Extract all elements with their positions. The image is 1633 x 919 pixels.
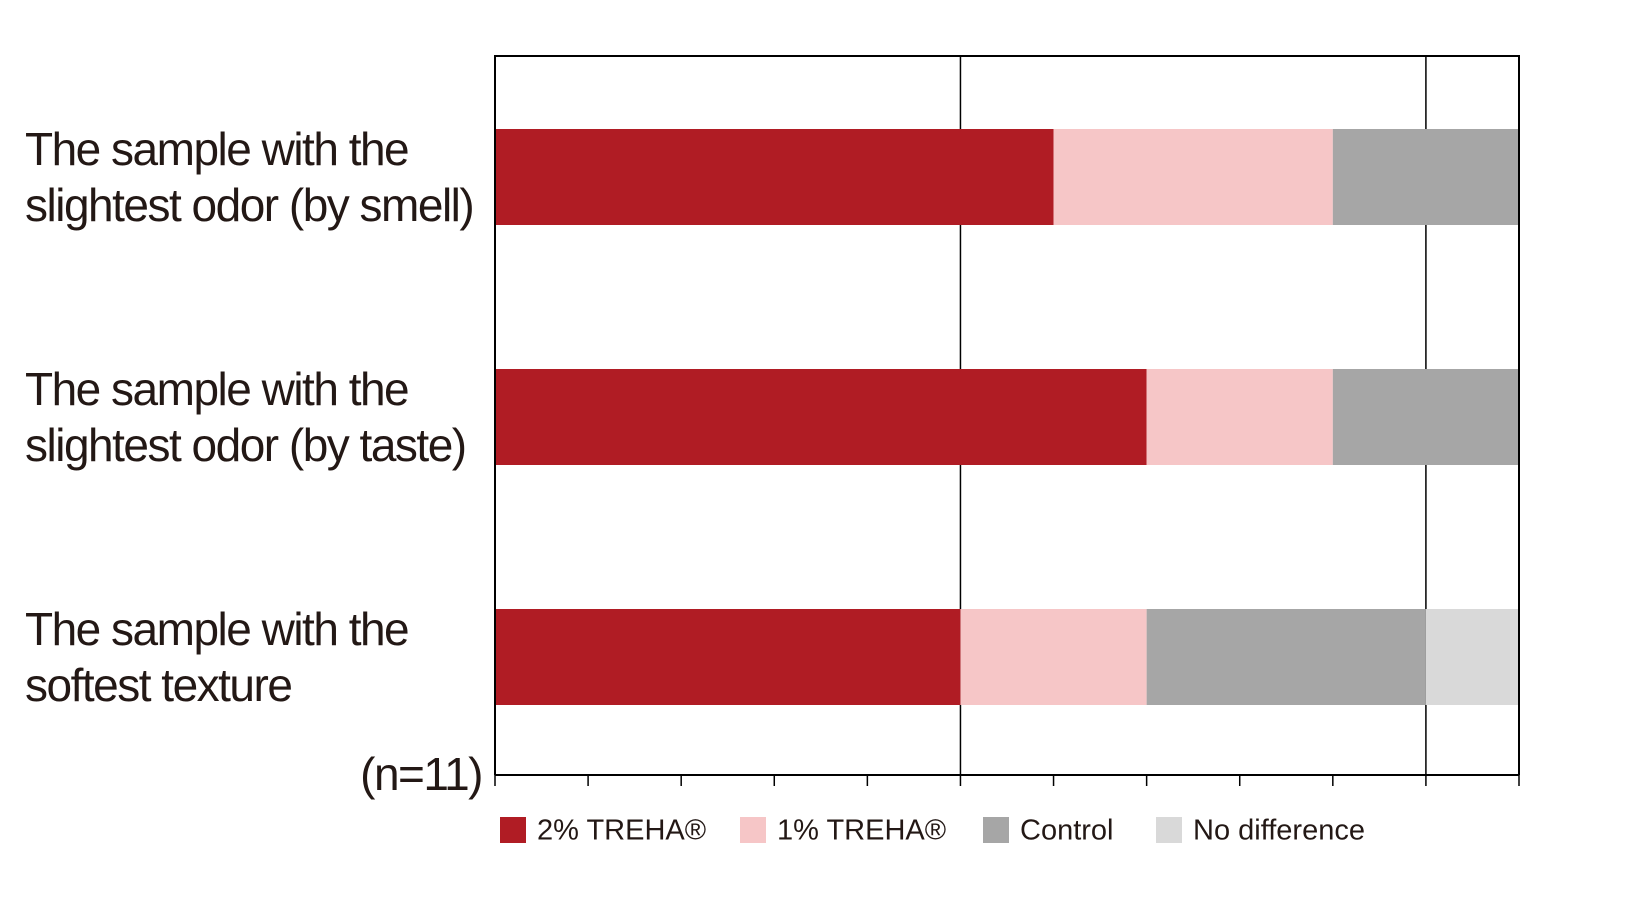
- bar-segment: [1146, 369, 1333, 465]
- legend-swatch: [983, 817, 1009, 843]
- legend-label: 1% TREHA®: [777, 815, 946, 847]
- category-label: The sample with the: [25, 603, 408, 655]
- category-label: slightest odor (by taste): [25, 419, 466, 471]
- legend-label: No difference: [1193, 815, 1365, 847]
- category-label: The sample with the: [25, 123, 408, 175]
- bar-segment: [495, 609, 961, 705]
- legend-label: Control: [1020, 815, 1114, 847]
- bar-segment: [495, 369, 1147, 465]
- legend-label: 2% TREHA®: [537, 815, 706, 847]
- legend-swatch: [1156, 817, 1182, 843]
- legend-swatch: [500, 817, 526, 843]
- bar-segment: [495, 129, 1054, 225]
- category-label: softest texture: [25, 659, 291, 711]
- bar-segment: [1053, 129, 1333, 225]
- bar-segment: [1332, 369, 1519, 465]
- bar-segment: [960, 609, 1147, 705]
- bar-segment: [1146, 609, 1426, 705]
- legend-swatch: [740, 817, 766, 843]
- category-label: slightest odor (by smell): [25, 179, 473, 231]
- bar-segment: [1425, 609, 1519, 705]
- category-label: The sample with the: [25, 363, 408, 415]
- bar-segment: [1332, 129, 1519, 225]
- plot-frame: [494, 55, 1520, 775]
- note: (n=11): [360, 748, 482, 800]
